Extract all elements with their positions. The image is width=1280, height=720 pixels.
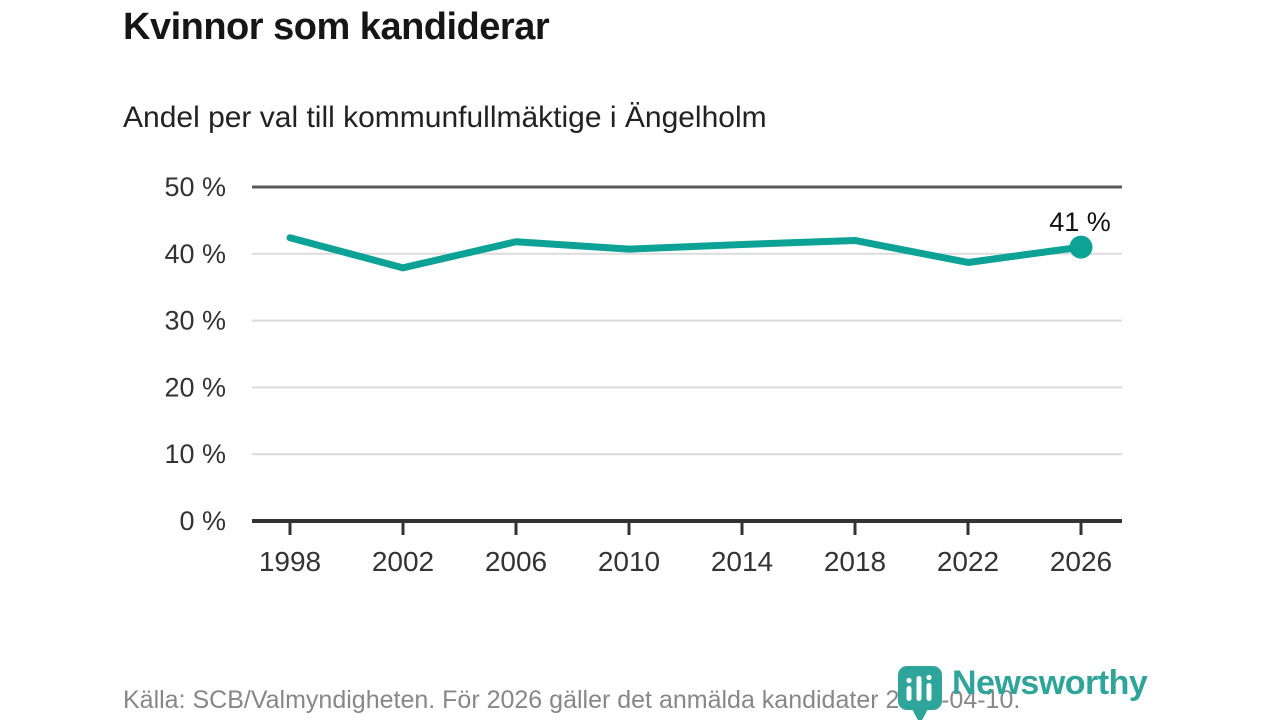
y-tick-label: 50 %	[164, 172, 226, 202]
chart-subtitle: Andel per val till kommunfullmäktige i Ä…	[123, 101, 767, 134]
x-tick-label: 2022	[937, 546, 999, 577]
x-tick-label: 2010	[598, 546, 660, 577]
x-tick-label: 2026	[1050, 546, 1112, 577]
y-tick-label: 10 %	[164, 439, 226, 469]
x-tick-label: 1998	[259, 546, 321, 577]
newsworthy-pin-icon	[898, 666, 942, 720]
end-point-marker	[1069, 235, 1093, 259]
x-tick-label: 2002	[372, 546, 434, 577]
y-tick-label: 30 %	[164, 306, 226, 336]
end-value-label: 41 %	[1049, 207, 1111, 237]
chart-title: Kvinnor som kandiderar	[123, 6, 550, 48]
x-tick-label: 2014	[711, 546, 773, 577]
data-line	[286, 234, 1085, 272]
newsworthy-logo: Newsworthy	[897, 664, 1148, 720]
y-tick-label: 20 %	[164, 372, 226, 402]
y-tick-label: 40 %	[164, 239, 226, 269]
source-note: Källa: SCB/Valmyndigheten. För 2026 gäll…	[123, 686, 1021, 714]
y-tick-label: 0 %	[179, 506, 226, 536]
x-tick-label: 2006	[485, 546, 547, 577]
newsworthy-logo-text: Newsworthy	[952, 664, 1148, 702]
x-tick-label: 2018	[824, 546, 886, 577]
